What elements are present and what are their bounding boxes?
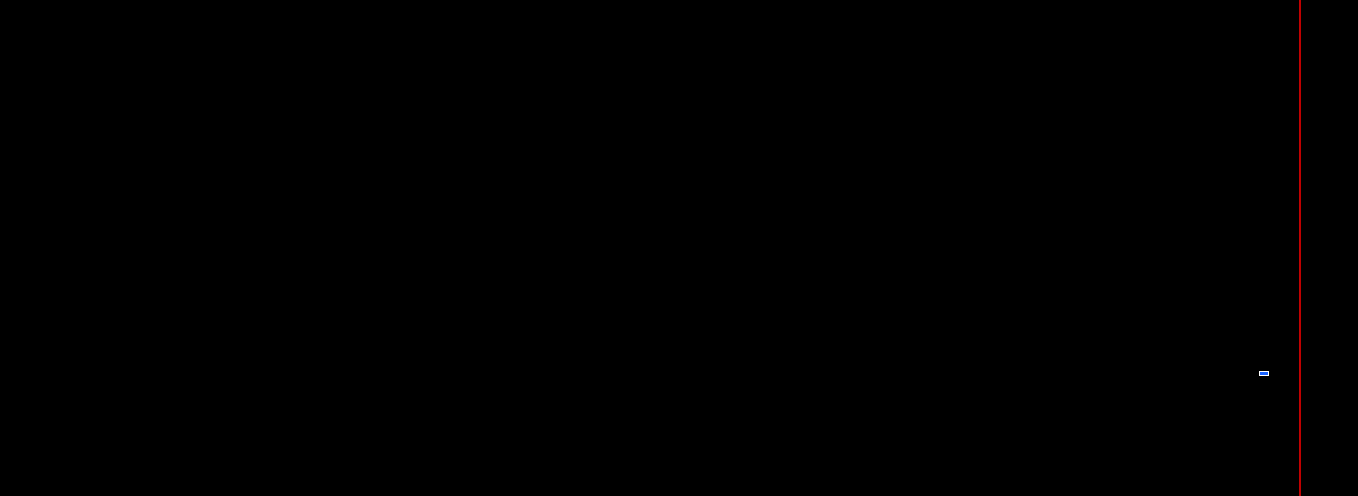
price-chart[interactable] xyxy=(0,0,1299,496)
current-price-tag[interactable] xyxy=(1259,371,1269,376)
quote-side-panel[interactable] xyxy=(1299,0,1358,496)
chart-canvas xyxy=(0,0,1299,496)
